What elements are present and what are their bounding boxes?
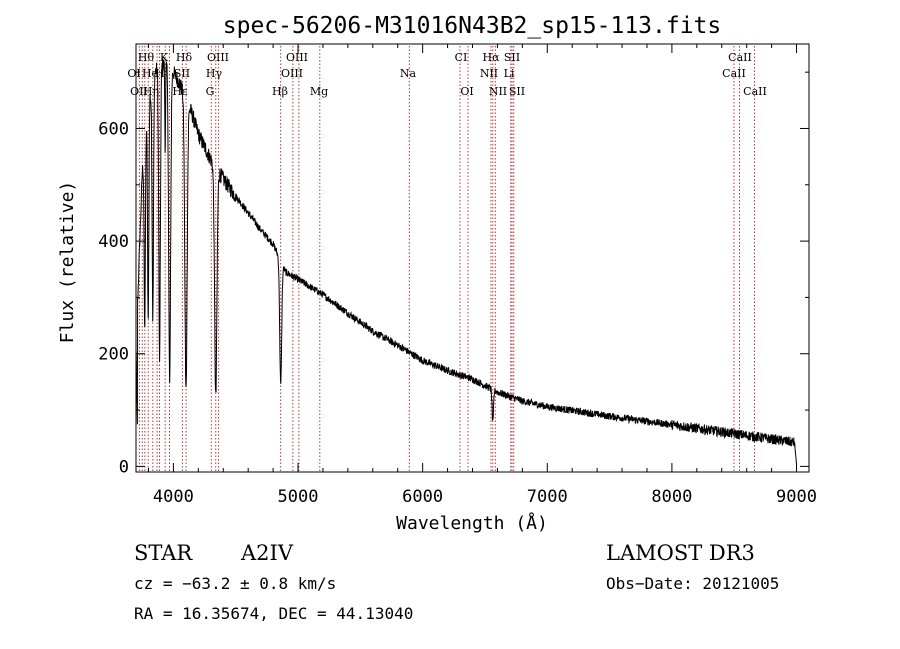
spectrum-series-line bbox=[135, 57, 797, 465]
line-label-na: Na bbox=[400, 67, 417, 80]
line-label-nii: NII bbox=[480, 67, 498, 80]
line-label-caii: CaII bbox=[722, 67, 746, 80]
y-tick-label: 0 bbox=[119, 457, 129, 477]
x-tick-label: 4000 bbox=[153, 487, 194, 507]
line-label-oi: OI bbox=[127, 67, 140, 80]
object-class: STAR bbox=[134, 541, 193, 565]
line-label-ci: CI bbox=[455, 51, 468, 64]
redshift-velocity: cz = −63.2 ± 0.8 km/s bbox=[134, 574, 336, 593]
line-label-oiii: OIII bbox=[286, 51, 308, 64]
line-label-caii: CaII bbox=[728, 51, 752, 64]
x-tick-label: 9000 bbox=[776, 487, 817, 507]
line-label-oiii: OIII bbox=[281, 67, 303, 80]
line-label-nii: NII bbox=[489, 85, 507, 98]
line-label-hβ: Hβ bbox=[272, 85, 288, 98]
line-label-hα: Hα bbox=[482, 51, 500, 64]
y-axis-ticks: 0 200 400 600 bbox=[98, 71, 809, 477]
x-tick-label: 8000 bbox=[651, 487, 692, 507]
line-label-g: G bbox=[206, 85, 215, 98]
x-tick-label: 6000 bbox=[402, 487, 443, 507]
line-label-sii: SII bbox=[504, 51, 520, 64]
line-label-mg: Mg bbox=[310, 85, 328, 98]
line-label-hδ: Hδ bbox=[176, 51, 193, 64]
chart-title: spec-56206-M31016N43B2_sp15-113.fits bbox=[223, 13, 722, 39]
observation-date: Obs−Date: 20121005 bbox=[606, 574, 779, 593]
y-tick-label: 400 bbox=[98, 232, 129, 252]
line-label-h: H bbox=[155, 67, 165, 80]
line-label-hε: Hε bbox=[172, 85, 188, 98]
object-subclass: A2IV bbox=[240, 541, 294, 565]
line-label-oii: OII bbox=[130, 85, 148, 98]
x-axis-label: Wavelength (Å) bbox=[396, 512, 548, 534]
sky-coordinates: RA = 16.35674, DEC = 44.13040 bbox=[134, 604, 413, 623]
line-label-he: He bbox=[142, 67, 158, 80]
x-tick-label: 7000 bbox=[527, 487, 568, 507]
line-label-sii: SII bbox=[174, 67, 190, 80]
line-label-k: K bbox=[160, 51, 169, 64]
line-label-hγ: Hγ bbox=[206, 67, 223, 80]
line-label-hη: Hη bbox=[143, 85, 159, 98]
line-label-sii: SII bbox=[509, 85, 525, 98]
plot-frame bbox=[135, 43, 810, 473]
y-tick-label: 200 bbox=[98, 345, 129, 365]
y-tick-label: 600 bbox=[98, 119, 129, 139]
x-axis-ticks: 4000 5000 6000 7000 8000 9000 bbox=[147, 44, 817, 507]
line-label-li: Li bbox=[504, 67, 515, 80]
line-label-oiii: OIII bbox=[207, 51, 229, 64]
x-tick-label: 5000 bbox=[278, 487, 319, 507]
line-label-oi: OI bbox=[460, 85, 473, 98]
y-axis-label: Flux (relative) bbox=[57, 181, 78, 344]
line-label-caii: CaII bbox=[743, 85, 767, 98]
line-markers bbox=[138, 46, 755, 472]
survey-name: LAMOST DR3 bbox=[606, 541, 755, 565]
line-label-hθ: Hθ bbox=[138, 51, 155, 64]
